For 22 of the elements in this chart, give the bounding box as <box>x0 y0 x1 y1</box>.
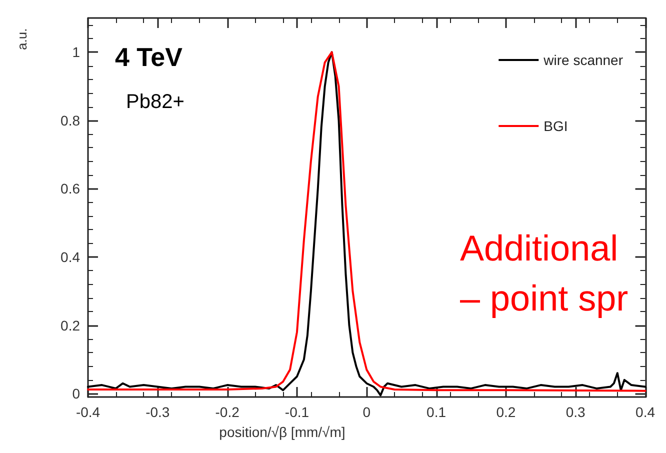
annotation: Additional – point spr <box>460 228 628 318</box>
text: 4 TeV <box>115 42 184 72</box>
x-tick-label: 0.1 <box>426 404 446 420</box>
y-tick-label: 0.8 <box>60 112 80 128</box>
x-tick-label: 0.2 <box>496 404 516 420</box>
x-tick-label: -0.1 <box>284 404 310 420</box>
y-tick-label: 0 <box>72 386 80 402</box>
x-tick-label: -0.4 <box>76 404 100 420</box>
legend-label: BGI <box>544 118 568 134</box>
x-tick-label: 0.3 <box>566 404 586 420</box>
legend-label: wire scanner <box>542 52 624 68</box>
y-tick-label: 0.2 <box>60 317 80 334</box>
y-tick-label: 0.4 <box>60 249 80 266</box>
y-axis-title: a.u. <box>14 28 30 50</box>
x-tick-label: 0.4 <box>636 404 656 420</box>
x-axis-title: position/√β [mm/√m] <box>219 424 346 440</box>
x-tick-label: 0 <box>362 404 371 420</box>
y-tick-label: 0.6 <box>60 180 80 197</box>
x-tick-label: -0.2 <box>215 404 240 420</box>
text: Pb82+ <box>126 91 184 113</box>
x-tick-label: -0.3 <box>146 404 170 420</box>
y-tick-label: 1 <box>72 44 80 60</box>
